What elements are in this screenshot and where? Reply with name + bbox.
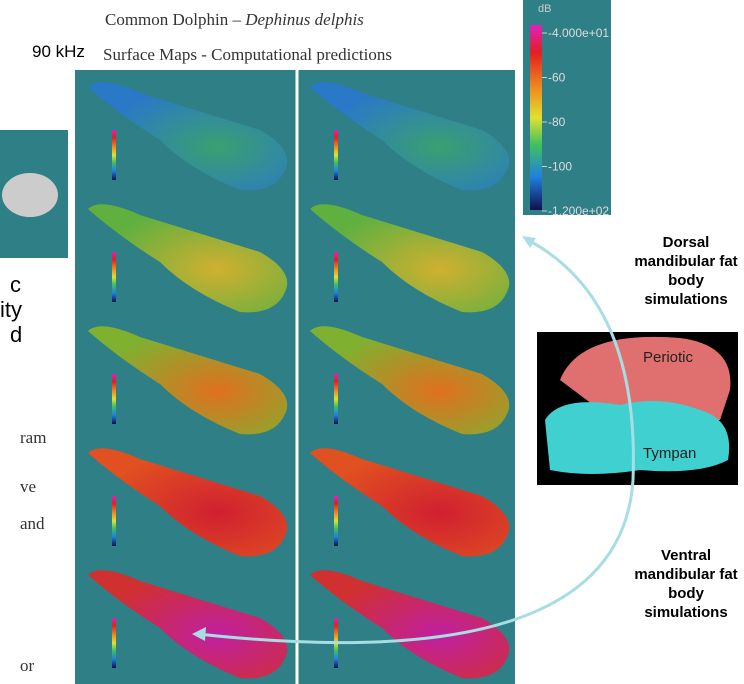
skull-upper-label: Periotic	[643, 349, 694, 366]
skull-lower-label: Tympan	[643, 445, 696, 462]
dorsal-label: body	[668, 272, 704, 289]
tympanic-shape	[545, 401, 729, 474]
subtitle: Surface Maps - Computational predictions	[103, 45, 392, 64]
ventral-label: body	[668, 585, 704, 602]
ventral-label: Ventral	[661, 547, 711, 564]
slide: 90 kHz Common Dolphin – Dephinus delphis…	[0, 0, 744, 684]
title: Common Dolphin – Dephinus delphis	[105, 10, 364, 29]
frequency: 90 kHz	[32, 42, 85, 61]
left-body-fragment: or	[20, 656, 35, 675]
colorbar-label: -60	[548, 71, 566, 85]
left-heading-fragment: d	[10, 322, 22, 347]
colorbar	[530, 25, 542, 210]
mini-colorbar	[334, 374, 338, 424]
dorsal-label: mandibular fat	[634, 253, 737, 270]
mini-colorbar	[334, 496, 338, 546]
left-body-fragment: ram	[20, 428, 46, 447]
mini-colorbar	[112, 496, 116, 546]
left-body-fragment: and	[20, 514, 45, 533]
left-heading-fragment: ity	[0, 297, 22, 322]
mini-colorbar	[112, 130, 116, 180]
dorsal-label: Dorsal	[663, 234, 710, 251]
left-heading-fragment: c	[10, 272, 21, 297]
mini-colorbar	[112, 252, 116, 302]
colorbar-label: -4.000e+01	[548, 26, 609, 40]
mini-colorbar	[112, 618, 116, 668]
species: Dephinus delphis	[244, 10, 364, 29]
ventral-label: mandibular fat	[634, 566, 737, 583]
mini-colorbar	[334, 130, 338, 180]
left-body-fragment: ve	[20, 477, 36, 496]
mini-colorbar	[112, 374, 116, 424]
dorsal-label: simulations	[644, 291, 727, 308]
thumbnail-skull	[2, 173, 58, 217]
title-text: Common Dolphin –	[105, 10, 242, 29]
mini-colorbar	[334, 252, 338, 302]
colorbar-label: -100	[548, 160, 572, 174]
colorbar-label: -80	[548, 115, 566, 129]
colorbar-unit: dB	[538, 3, 551, 15]
colorbar-label: -1.200e+02	[548, 204, 609, 218]
ventral-label: simulations	[644, 604, 727, 621]
